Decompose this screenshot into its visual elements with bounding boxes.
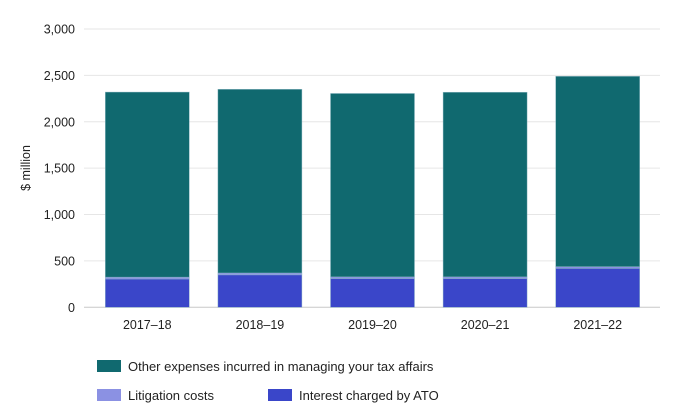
bar-segment-interest-charged-by-ato bbox=[105, 278, 190, 308]
bar-segment-interest-charged-by-ato bbox=[555, 268, 641, 308]
y-tick-label: 3,000 bbox=[44, 23, 75, 37]
bars bbox=[105, 76, 641, 308]
y-tick-label: 2,000 bbox=[44, 115, 75, 129]
bar-stack bbox=[330, 93, 415, 308]
x-tick-label: 2021–22 bbox=[573, 318, 622, 332]
bar-segment-other-expenses-incurred-in-managing-your-tax-affairs bbox=[555, 76, 641, 267]
y-axis-title: $ million bbox=[19, 145, 33, 191]
legend: Other expenses incurred in managing your… bbox=[97, 357, 439, 415]
y-tick-label: 1,500 bbox=[44, 162, 75, 176]
bar-segment-other-expenses-incurred-in-managing-your-tax-affairs bbox=[330, 93, 415, 278]
legend-item: Interest charged by ATO bbox=[268, 388, 439, 403]
legend-label: Litigation costs bbox=[128, 387, 214, 403]
y-tick-label: 1,000 bbox=[44, 208, 75, 222]
bar-stack bbox=[105, 91, 190, 308]
legend-row: Other expenses incurred in managing your… bbox=[97, 357, 439, 375]
legend-swatch bbox=[268, 389, 292, 401]
bar-segment-other-expenses-incurred-in-managing-your-tax-affairs bbox=[105, 91, 190, 278]
bar-stack bbox=[442, 91, 528, 308]
legend-swatch bbox=[97, 389, 121, 401]
legend-swatch bbox=[97, 360, 121, 372]
legend-item: Other expenses incurred in managing your… bbox=[97, 359, 433, 374]
bar-segment-other-expenses-incurred-in-managing-your-tax-affairs bbox=[217, 88, 303, 274]
legend-label: Other expenses incurred in managing your… bbox=[128, 358, 434, 374]
bar-stack bbox=[217, 88, 303, 308]
x-tick-label: 2020–21 bbox=[461, 318, 510, 332]
x-tick-label: 2018–19 bbox=[236, 318, 285, 332]
x-tick-label: 2017–18 bbox=[123, 318, 172, 332]
x-axis-ticks: 2017–18 2018–19 2019–20 2020–21 2021–22 bbox=[123, 318, 622, 332]
legend-row: Litigation costs Interest charged by ATO bbox=[97, 386, 439, 404]
bar-segment-interest-charged-by-ato bbox=[442, 278, 528, 308]
bar-segment-interest-charged-by-ato bbox=[330, 278, 415, 308]
bar-segment-interest-charged-by-ato bbox=[217, 274, 303, 308]
y-tick-label: 2,500 bbox=[44, 69, 75, 83]
legend-item: Litigation costs bbox=[97, 388, 214, 403]
bar-stack bbox=[555, 76, 641, 308]
y-tick-label: 500 bbox=[54, 254, 75, 268]
y-tick-label: 0 bbox=[68, 301, 75, 315]
bar-segment-other-expenses-incurred-in-managing-your-tax-affairs bbox=[442, 91, 528, 278]
x-tick-label: 2019–20 bbox=[348, 318, 397, 332]
legend-label: Interest charged by ATO bbox=[299, 387, 439, 403]
y-axis-ticks: 0 500 1,000 1,500 2,000 2,500 3,000 bbox=[44, 23, 75, 315]
